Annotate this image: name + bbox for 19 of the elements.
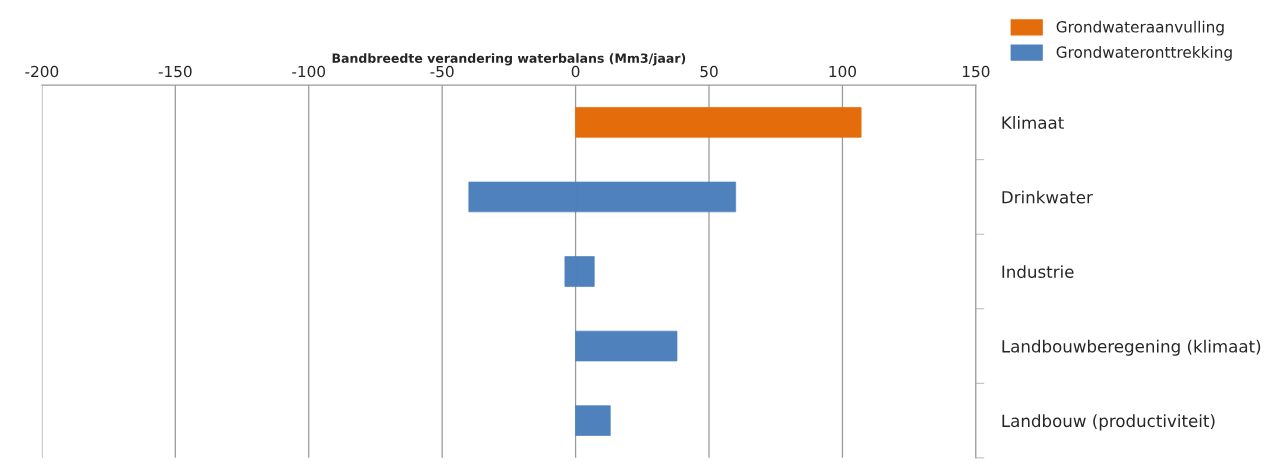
x-tick-label: -200 [25,65,59,78]
x-tick-label: 0 [571,65,580,78]
bar [575,107,862,138]
x-tick-label: -50 [430,65,454,78]
x-tick-label: 150 [962,65,990,78]
x-tick-label: -100 [292,65,326,78]
bar [575,405,611,436]
x-tick-label: -150 [158,65,192,78]
x-axis-title: Bandbreedte verandering waterbalans (Mm3/jaar) [332,53,686,66]
x-tick-label: 100 [829,65,856,78]
y-tick-label: Klimaat [1002,116,1064,129]
y-tick-label: Drinkwater [1002,190,1093,204]
legend-label: Grondwateronttrekking [1056,46,1232,61]
x-tick-label: 50 [700,65,718,78]
legend-label: Grondwateraanvulling [1056,20,1224,36]
bar [575,330,678,362]
y-tick-label: Landbouwberegening (klimaat) [1002,339,1261,356]
y-tick-label: Industrie [1002,265,1074,279]
y-tick-label: Landbouw (productiviteit) [1002,414,1215,431]
